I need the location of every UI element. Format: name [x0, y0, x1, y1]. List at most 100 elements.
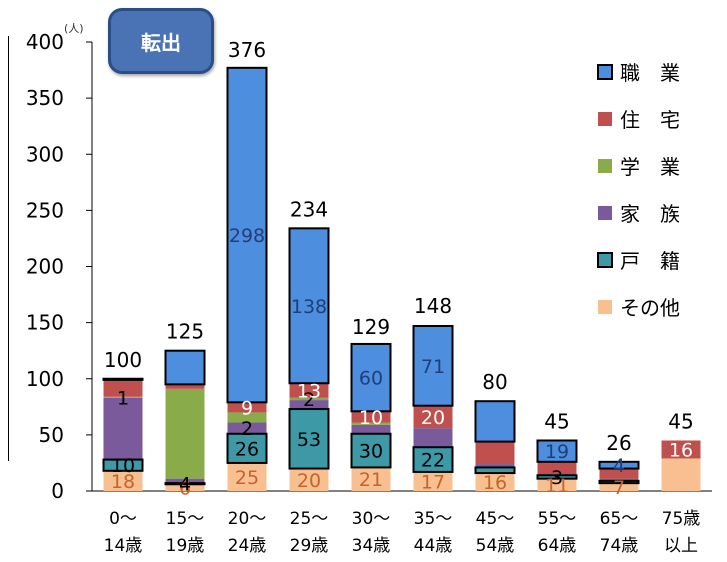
bar-segment — [351, 411, 391, 423]
bar-segment-outline — [164, 482, 206, 486]
segment-value-label: 26 — [235, 438, 259, 460]
bar-segment — [599, 461, 639, 469]
bar-segment — [351, 424, 391, 434]
bar-segment — [289, 228, 329, 384]
segment-value-label: 19 — [545, 441, 569, 463]
segment-value-label: 138 — [291, 296, 327, 318]
legend-swatch — [597, 252, 613, 268]
y-tick-label: 50 — [39, 423, 64, 447]
segment-value-label: 4 — [613, 455, 625, 477]
bar-segment — [165, 384, 205, 389]
bar-segment — [599, 480, 639, 484]
segment-value-label: 1 — [117, 387, 129, 409]
x-tick-label: 65〜 — [600, 509, 639, 529]
segment-value-label: 6 — [179, 478, 191, 500]
x-tick-label: 64歳 — [538, 536, 577, 556]
legend-swatch — [598, 300, 612, 314]
segment-value-label: 9 — [241, 397, 253, 419]
bar-segment — [227, 422, 267, 434]
bar-segment — [475, 473, 515, 491]
y-tick-label: 400 — [26, 30, 64, 54]
bar-segment — [103, 379, 143, 397]
y-tick-label: 0 — [51, 479, 64, 503]
bar-segment — [599, 468, 639, 479]
x-tick-label: 74歳 — [600, 536, 639, 556]
bar-segment — [227, 433, 267, 463]
bar-segment-outline — [164, 349, 206, 386]
bar-segment-outline — [288, 408, 330, 470]
bar-segment — [475, 467, 515, 474]
bar-segment — [103, 397, 143, 460]
legend-label: その他 — [620, 296, 680, 320]
bar-total-label: 26 — [606, 431, 631, 455]
legend-label: 学 業 — [620, 155, 680, 179]
bar-segment — [475, 464, 515, 468]
x-tick-label: 14歳 — [104, 536, 143, 556]
x-tick-label: 55〜 — [538, 509, 577, 529]
bar-segment — [537, 461, 577, 474]
bar-segment-outline — [350, 432, 392, 469]
bar-segment-outline — [102, 377, 144, 381]
y-tick-label: 300 — [26, 142, 64, 166]
bar-segment — [413, 325, 453, 406]
unit-label: (人) — [64, 22, 84, 35]
bar-total-label: 376 — [228, 38, 266, 62]
segment-value-label: 71 — [421, 356, 445, 378]
x-tick-label: 29歳 — [290, 536, 329, 556]
bar-segment — [537, 475, 577, 479]
bar-segment-outline — [412, 446, 454, 473]
legend-label: 戸 籍 — [620, 249, 680, 273]
segment-value-label: 3 — [551, 467, 563, 489]
segment-value-label: 20 — [297, 470, 321, 492]
bar-segment — [103, 470, 143, 491]
bar-segment-outline — [226, 66, 268, 404]
bar-segment — [227, 462, 267, 491]
bar-segment — [103, 459, 143, 471]
x-tick-label: 19歳 — [166, 536, 205, 556]
bar-segment — [413, 471, 453, 491]
bar-segment — [413, 447, 453, 472]
bar-segment-outline — [350, 342, 392, 413]
x-tick-label: 15〜 — [166, 509, 205, 529]
bar-segment — [289, 397, 329, 401]
bar-segment — [103, 396, 143, 398]
segment-value-label: 60 — [359, 368, 383, 390]
segment-value-label: 10 — [359, 407, 383, 429]
y-tick-label: 150 — [26, 311, 64, 335]
bar-total-label: 129 — [352, 315, 390, 339]
x-tick-label: 0〜 — [109, 509, 137, 529]
x-tick-label: 30〜 — [352, 509, 391, 529]
segment-value-label: 25 — [235, 467, 259, 489]
bar-total-label: 100 — [104, 348, 142, 372]
segment-value-label: 10 — [111, 455, 135, 477]
legend-swatch — [598, 112, 612, 126]
segment-value-label: 17 — [421, 471, 445, 493]
segment-value-label: 13 — [297, 381, 321, 403]
bar-segment — [661, 458, 701, 491]
segment-value-label: 4 — [179, 474, 191, 496]
segment-value-label: 2 — [303, 389, 315, 411]
x-tick-label: 20〜 — [228, 509, 267, 529]
bar-segment — [227, 402, 267, 413]
bar-segment — [475, 441, 515, 465]
x-tick-label: 25〜 — [290, 509, 329, 529]
bar-segment — [351, 343, 391, 412]
y-tick-label: 250 — [26, 198, 64, 222]
legend-label: 職 業 — [620, 61, 680, 85]
bar-segment — [537, 478, 577, 491]
segment-value-label: 7 — [613, 477, 625, 499]
bar-segment — [289, 409, 329, 469]
bar-segment — [289, 383, 329, 398]
bar-segment-outline — [536, 439, 578, 463]
x-tick-label: 44歳 — [414, 536, 453, 556]
bar-total-label: 45 — [668, 409, 693, 433]
segment-value-label: 16 — [483, 472, 507, 494]
bar-segment — [351, 433, 391, 468]
segment-value-label: 2 — [241, 418, 253, 440]
badge-label: 転出 — [108, 8, 214, 74]
bar-segment-outline — [598, 460, 640, 470]
y-tick-label: 100 — [26, 367, 64, 391]
legend-swatch — [597, 64, 613, 80]
x-tick-label: 35〜 — [414, 509, 453, 529]
